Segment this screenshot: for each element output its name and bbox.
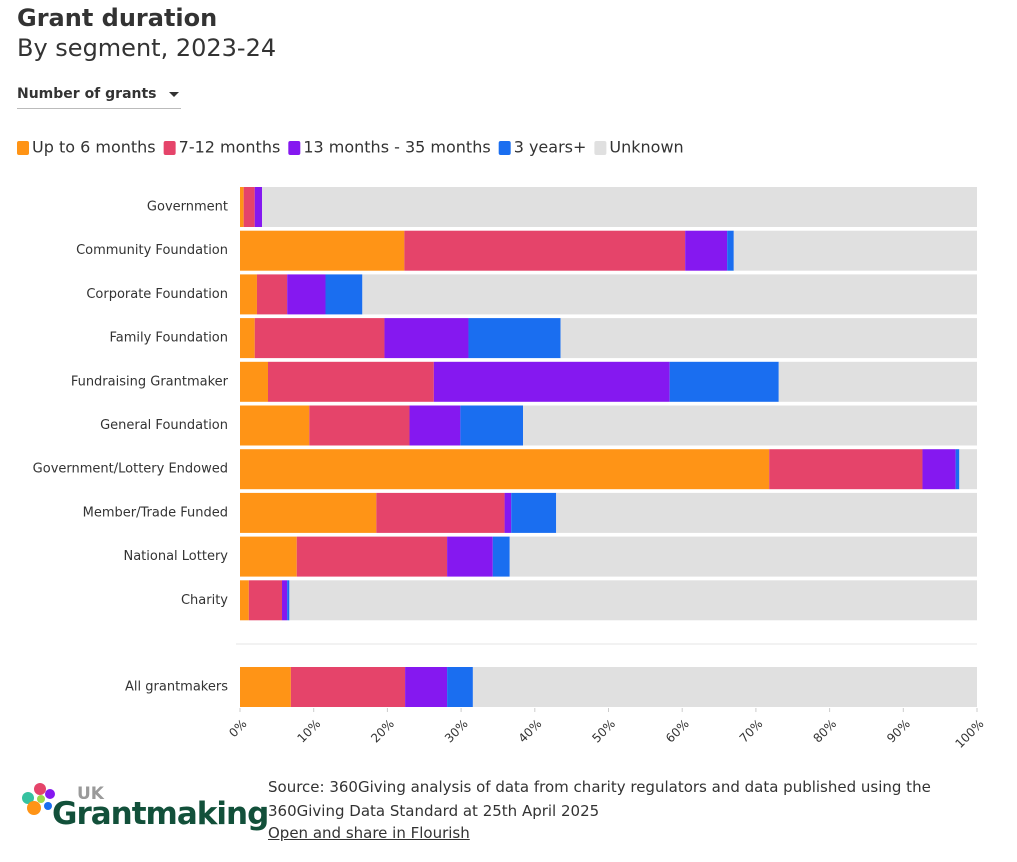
legend-swatch <box>594 141 607 155</box>
bar-segment <box>240 449 770 490</box>
bar-segment <box>240 580 249 621</box>
bar-segment <box>404 230 686 271</box>
bar-segment <box>959 449 977 490</box>
bar-segment <box>287 580 290 621</box>
x-tick-label: 100% <box>952 717 986 751</box>
bar-segment <box>509 536 977 577</box>
x-tick-label: 50% <box>589 717 618 746</box>
legend-swatch <box>163 141 176 155</box>
bar-segment <box>254 318 385 359</box>
bar-segment <box>254 187 263 227</box>
x-tick-label: 60% <box>663 717 692 746</box>
bar-segment <box>955 449 960 490</box>
metric-dropdown[interactable]: Number of grants <box>17 86 181 109</box>
x-tick-label: 40% <box>516 717 545 746</box>
legend-swatch <box>288 141 301 155</box>
bar-segment <box>268 361 434 402</box>
chart: Up to 6 months 7-12 months 13 months - 35 … <box>17 138 987 751</box>
legend-label: Unknown <box>609 138 683 157</box>
bar-segment <box>325 274 363 315</box>
bar-segment <box>362 274 977 315</box>
bar-segment <box>778 361 977 402</box>
source-note: Source: 360Giving analysis of data from … <box>268 778 931 820</box>
bar-segment <box>468 318 561 359</box>
legend-swatch <box>498 141 511 155</box>
bar-segment <box>240 361 269 402</box>
y-category-label: Corporate Foundation <box>86 287 228 302</box>
bar-segment <box>376 492 505 533</box>
bar-segment <box>240 405 310 446</box>
dropdown-caret <box>169 92 179 97</box>
bar-segment <box>504 492 512 533</box>
bar-segment <box>240 492 377 533</box>
bar-segment <box>240 230 405 271</box>
y-category-label: General Foundation <box>100 418 228 433</box>
bar-segment <box>282 580 288 621</box>
bar-segment <box>472 667 977 707</box>
y-category-label: National Lottery <box>123 549 228 564</box>
y-category-label: Family Foundation <box>109 331 228 346</box>
bar-segment <box>296 536 448 577</box>
logo-small-text: UK <box>77 784 104 804</box>
bar-segment <box>922 449 956 490</box>
logo-main-text: Grantmaking <box>52 796 269 832</box>
x-tick-label: 10% <box>295 717 324 746</box>
bar-segment <box>733 230 977 271</box>
bar-segment <box>256 274 288 315</box>
bar-segment <box>287 274 326 315</box>
bar-segment <box>248 580 283 621</box>
bar-segment <box>309 405 410 446</box>
y-category-label: Community Foundation <box>76 243 228 258</box>
flourish-link[interactable]: Open and share in Flourish <box>268 824 470 842</box>
bar-segment <box>560 318 977 359</box>
bar-segment <box>511 492 557 533</box>
bar-segment <box>290 667 406 707</box>
bar-segment <box>409 405 461 446</box>
bar-segment <box>240 536 297 577</box>
bar-segment <box>447 536 493 577</box>
x-tick-label: 70% <box>737 717 766 746</box>
x-tick-label: 0% <box>226 717 249 740</box>
bar-segment <box>240 318 255 359</box>
bar-segment <box>556 492 977 533</box>
bar-segment <box>289 580 977 621</box>
bar-segment <box>492 536 510 577</box>
x-tick-label: 30% <box>442 717 471 746</box>
y-category-label: Charity <box>181 593 228 608</box>
bar-segment <box>669 361 779 402</box>
x-tick-label: 20% <box>368 717 397 746</box>
y-category-label: Government <box>147 200 228 215</box>
bar-segment <box>727 230 734 271</box>
bar-segment <box>460 405 524 446</box>
y-category-label: Government/Lottery Endowed <box>33 462 228 477</box>
bar-segment <box>769 449 923 490</box>
logo-icon <box>22 783 55 815</box>
y-category-label: All grantmakers <box>125 680 228 695</box>
bar-segment <box>240 667 291 707</box>
chart-title: Grant duration <box>17 4 218 32</box>
bar-segment <box>243 187 255 227</box>
bar-segment <box>523 405 977 446</box>
bar-segment <box>262 187 977 227</box>
legend-label: 3 years+ <box>514 138 587 157</box>
legend-swatch <box>17 141 29 155</box>
y-category-label: Member/Trade Funded <box>83 505 228 520</box>
x-tick-label: 90% <box>884 717 913 746</box>
bar-segment <box>240 274 257 315</box>
legend-label: 13 months - 35 months <box>303 138 490 157</box>
y-category-label: Fundraising Grantmaker <box>71 374 229 389</box>
bar-segment <box>384 318 469 359</box>
bar-segment <box>685 230 728 271</box>
chart-subtitle: By segment, 2023-24 <box>17 34 277 62</box>
bar-segment <box>240 187 244 227</box>
legend-label: 7-12 months <box>179 138 281 157</box>
bar-segment <box>405 667 448 707</box>
bar-segment <box>433 361 670 402</box>
x-tick-label: 80% <box>810 717 839 746</box>
bar-segment <box>447 667 473 707</box>
legend-label: Up to 6 months <box>32 138 156 157</box>
dropdown-label: Number of grants <box>17 86 157 102</box>
